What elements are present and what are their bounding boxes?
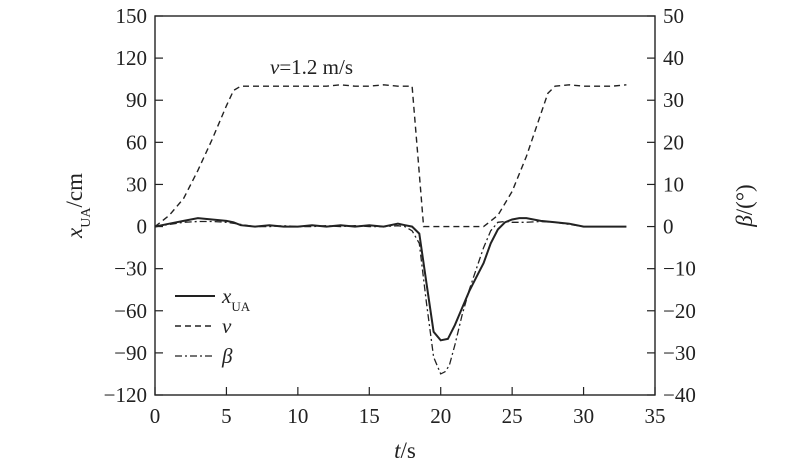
series-line-xua [154, 217, 627, 342]
speed-annotation: v=1.2 m/s [270, 55, 353, 79]
plot-frame [154, 15, 656, 396]
right-y-tick-label: 50 [663, 4, 684, 28]
x-tick-label: 10 [287, 404, 308, 428]
x-axis-title: t/s [394, 438, 416, 463]
left-y-axis-title-sub: UA [79, 207, 94, 228]
x-tick-label: 30 [573, 404, 594, 428]
annotation-variable: v [270, 55, 280, 79]
left-y-tick-label: 120 [116, 46, 148, 70]
x-tick-label: 20 [430, 404, 451, 428]
left-y-axis-title-main: x [62, 227, 87, 239]
legend-label-sub: UA [231, 299, 250, 314]
left-y-tick-label: 60 [126, 130, 147, 154]
left-y-axis-title: xUA/cm [62, 173, 94, 239]
legend-label-main: β [221, 344, 233, 368]
left-y-tick-label: 30 [126, 172, 147, 196]
x-axis-title-unit: /s [401, 438, 416, 463]
x-axis-title-main: t [394, 438, 401, 463]
left-y-tick-label: −30 [114, 257, 147, 281]
left-y-axis-title-unit: /cm [62, 173, 87, 208]
left-y-tick-label: −60 [114, 299, 147, 323]
legend-label: β [221, 344, 233, 368]
plot-area-border [154, 15, 656, 396]
right-y-tick-label: −40 [663, 383, 696, 407]
right-y-tick-label: −30 [663, 341, 696, 365]
x-tick-label: 15 [359, 404, 380, 428]
right-y-axis: 50 40 30 20 10 0 −10 −20 −30 −40 [647, 4, 696, 407]
x-tick-label: 25 [502, 404, 523, 428]
left-y-tick-label: 0 [137, 215, 148, 239]
series-line-v [154, 84, 627, 228]
right-y-tick-label: −10 [663, 257, 696, 281]
right-y-axis-title-main: β [732, 215, 757, 228]
x-tick-label: 35 [645, 404, 666, 428]
left-y-tick-label: 90 [126, 88, 147, 112]
legend-label-main: x [221, 284, 232, 308]
right-y-tick-label: 20 [663, 130, 684, 154]
legend-label: xUA [221, 284, 251, 314]
x-axis: 0 5 10 15 20 25 30 35 [150, 387, 666, 428]
left-y-tick-label: −90 [114, 341, 147, 365]
series-line-beta [154, 220, 627, 375]
left-y-axis: 150 120 90 60 30 0 −30 −60 −90 −120 [104, 4, 163, 407]
series-layer [154, 84, 627, 375]
right-y-tick-label: 40 [663, 46, 684, 70]
right-y-tick-label: −20 [663, 299, 696, 323]
legend-label-main: v [222, 314, 232, 338]
right-y-tick-label: 0 [663, 215, 674, 239]
legend-label: v [222, 314, 232, 338]
left-y-tick-label: 150 [116, 4, 148, 28]
x-tick-label: 0 [150, 404, 161, 428]
right-y-axis-title-unit: /(°) [732, 184, 757, 215]
right-y-tick-label: 10 [663, 172, 684, 196]
right-y-axis-title: β/(°) [732, 184, 757, 227]
annotation-value: =1.2 m/s [279, 55, 353, 79]
right-y-tick-label: 30 [663, 88, 684, 112]
x-tick-label: 5 [221, 404, 232, 428]
left-y-tick-label: −120 [104, 383, 147, 407]
